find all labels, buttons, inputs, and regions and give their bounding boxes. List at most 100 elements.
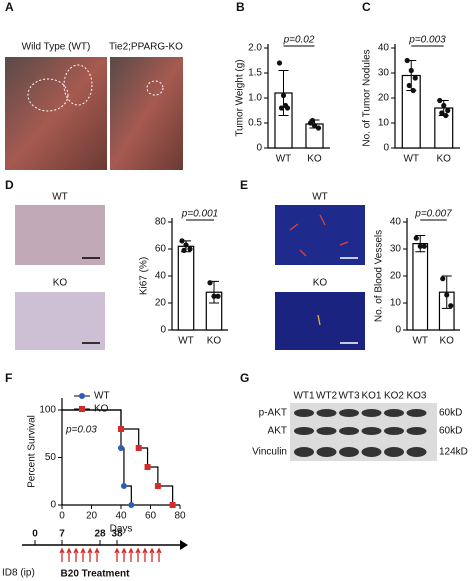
x-tick-label: 40	[115, 511, 127, 522]
band	[406, 447, 427, 457]
image-label: WT	[52, 192, 68, 203]
y-tick-label: 30	[390, 244, 402, 255]
y-tick-label: 0	[160, 325, 166, 336]
data-point	[410, 87, 416, 94]
band	[384, 409, 404, 417]
p-value: p=0.007	[414, 209, 452, 220]
treatment-arrow	[94, 547, 100, 562]
y-tick-label: 20	[155, 298, 167, 309]
data-point	[280, 92, 287, 99]
data-point	[413, 235, 419, 241]
legend-label: KO	[94, 404, 109, 415]
data-point	[278, 105, 285, 111]
data-point	[215, 293, 221, 299]
data-point	[412, 75, 418, 81]
micro-image	[15, 205, 105, 265]
outline	[27, 78, 69, 112]
y-tick-label: 20	[390, 271, 402, 282]
band	[406, 427, 427, 435]
treatment-arrow	[156, 547, 162, 562]
data-point	[441, 102, 447, 109]
band	[384, 427, 404, 435]
p-value: p=0.02	[283, 35, 315, 46]
treatment-arrow	[59, 547, 65, 562]
y-tick-label: 2.0	[248, 43, 262, 54]
data-point	[408, 67, 414, 74]
band	[339, 427, 359, 435]
size-label: 60kD	[439, 426, 462, 437]
y-axis-label: Percent Survival	[27, 415, 38, 488]
y-tick-label: 60	[155, 244, 167, 255]
error-bar	[415, 235, 426, 253]
data-point	[311, 122, 318, 129]
treatment-arrow	[135, 547, 141, 562]
data-point	[445, 107, 451, 114]
x-tick-label: KO	[307, 154, 322, 165]
data-point	[444, 292, 450, 298]
bar	[177, 245, 195, 331]
row-label: AKT	[268, 426, 287, 437]
photo	[5, 57, 107, 170]
treatment-arrow	[114, 547, 120, 562]
y-tick-label: 0	[395, 325, 401, 336]
treatment-label: B20 Treatment	[61, 569, 131, 580]
x-tick-label: 0	[59, 511, 65, 522]
panel-label: B	[236, 0, 245, 14]
data-point	[315, 125, 322, 131]
band	[316, 427, 337, 435]
data-point	[443, 112, 449, 119]
treatment-arrow	[149, 547, 155, 562]
treatment-arrow	[128, 547, 134, 562]
panel-label: D	[5, 178, 14, 192]
marker	[135, 445, 142, 451]
row-label: Vinculin	[252, 447, 287, 458]
panel-label: G	[240, 371, 249, 385]
y-tick-label: 10	[390, 298, 402, 309]
size-label: 60kD	[439, 408, 462, 419]
band	[406, 409, 427, 417]
y-tick-label: 80	[155, 217, 167, 228]
lane-label: WT3	[338, 391, 360, 402]
x-tick-label: KO	[207, 336, 222, 347]
error-bar	[441, 275, 452, 309]
outline	[146, 80, 164, 96]
band	[361, 447, 382, 457]
timeline-day: 7	[59, 529, 65, 540]
data-point	[187, 246, 193, 252]
data-point	[440, 276, 446, 282]
y-tick-label: 0	[383, 143, 389, 154]
timeline-arrow	[180, 540, 188, 550]
band	[361, 427, 382, 435]
p-value: p=0.001	[181, 209, 218, 220]
lane-label: KO1	[361, 391, 381, 402]
x-tick-label: KO	[437, 154, 452, 165]
y-axis-label: No. of Tumor Nodules	[362, 49, 373, 146]
panel-label: F	[5, 371, 12, 385]
y-tick-label: 0	[50, 500, 56, 511]
band	[316, 447, 337, 457]
marker	[120, 483, 127, 489]
vessels	[289, 214, 349, 257]
data-point	[211, 293, 217, 299]
data-point	[404, 57, 410, 64]
x-tick-label: 80	[174, 511, 186, 522]
marker	[128, 502, 135, 508]
data-point	[417, 243, 423, 249]
panel-label: E	[240, 178, 248, 192]
panel-label: A	[5, 0, 14, 14]
y-axis-label: No. of Blood Vessels	[374, 230, 385, 322]
y-tick-label: 50	[45, 452, 57, 463]
x-tick-label: WT	[403, 154, 419, 165]
photo-label: Wild Type (WT)	[22, 42, 91, 53]
y-tick-label: 30	[378, 68, 390, 79]
data-point	[448, 303, 454, 309]
data-point	[309, 117, 316, 124]
y-tick-label: 0.5	[248, 118, 262, 129]
micro-image	[15, 292, 105, 350]
data-point	[406, 82, 412, 89]
lane-label: KO3	[406, 391, 426, 402]
panel-label: C	[362, 0, 371, 14]
data-point	[181, 247, 187, 253]
band	[339, 409, 359, 417]
